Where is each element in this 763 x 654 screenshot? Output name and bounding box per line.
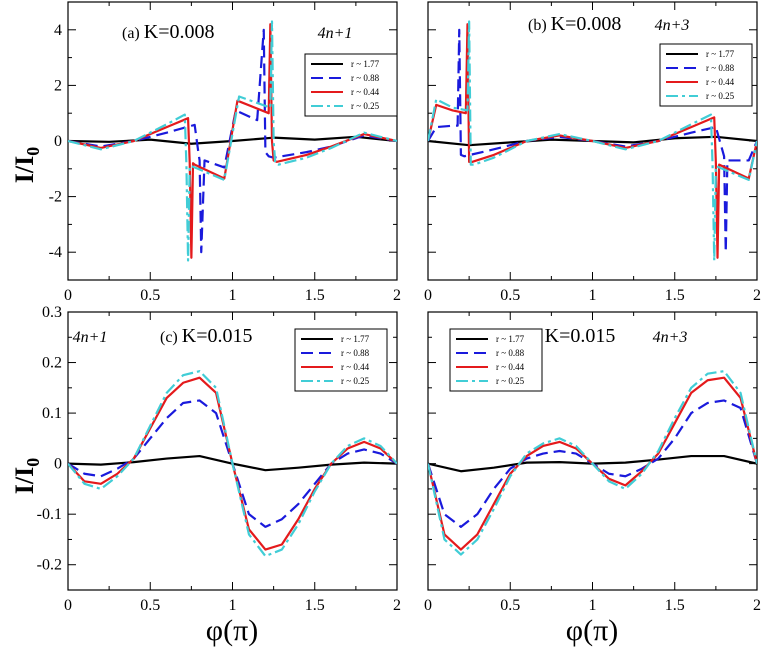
x-tick-label: 0.5 xyxy=(140,597,160,614)
x-tick-label: 2 xyxy=(393,597,401,614)
series-tag: 4n+1 xyxy=(318,25,353,42)
panel-label: (c) K=0.015 xyxy=(160,325,253,347)
legend-label: r ~ 0.88 xyxy=(341,348,370,358)
series-group xyxy=(428,20,757,262)
panel-label: (b) K=0.008 xyxy=(528,13,621,35)
y-tick-label: 0.1 xyxy=(42,405,62,422)
legend: r ~ 1.77 r ~ 0.88 r ~ 0.44 r ~ 0.25 xyxy=(659,43,753,107)
legend: r ~ 1.77 r ~ 0.88 r ~ 0.44 r ~ 0.25 xyxy=(449,328,543,392)
x-axis-title-right: φ(π) xyxy=(566,614,618,647)
y-axis-title-bottom: I/I0 xyxy=(10,458,43,494)
x-tick-label: 1 xyxy=(589,597,597,614)
x-tick-label: 2 xyxy=(753,597,761,614)
x-tick-label: 0 xyxy=(64,597,72,614)
legend-label: r ~ 0.44 xyxy=(706,77,735,87)
legend: r ~ 1.77 r ~ 0.88 r ~ 0.44 r ~ 0.25 xyxy=(304,53,398,117)
x-tick-label: 1.5 xyxy=(305,287,325,304)
legend-label: r ~ 0.25 xyxy=(496,376,525,386)
legend-label: r ~ 1.77 xyxy=(706,49,735,59)
series-tag: 4n+1 xyxy=(73,329,108,346)
y-axis-title-top: I/I0 xyxy=(10,147,43,183)
legend-label: r ~ 1.77 xyxy=(351,59,380,69)
series-tag: 4n+3 xyxy=(653,329,688,346)
x-tick-label: 1.5 xyxy=(665,597,685,614)
y-tick-label: 0 xyxy=(54,133,62,150)
x-tick-label: 0.5 xyxy=(500,597,520,614)
legend: r ~ 1.77 r ~ 0.88 r ~ 0.44 r ~ 0.25 xyxy=(294,328,388,392)
series-tag: 4n+3 xyxy=(655,17,690,34)
panel-label: (a) K=0.008 xyxy=(122,21,215,43)
legend-label: r ~ 0.25 xyxy=(341,376,370,386)
series-line-4 xyxy=(428,20,757,262)
legend-label: r ~ 0.25 xyxy=(351,101,380,111)
legend-label: r ~ 0.44 xyxy=(341,362,370,372)
x-axis-title-left: φ(π) xyxy=(206,614,258,647)
y-tick-label: 0.2 xyxy=(42,355,62,372)
x-tick-label: 0.5 xyxy=(140,287,160,304)
series-line-4 xyxy=(428,370,757,556)
x-tick-label: 1 xyxy=(589,287,597,304)
legend-label: r ~ 0.88 xyxy=(496,348,525,358)
series-line-4 xyxy=(68,20,397,262)
series-group xyxy=(428,370,757,556)
x-tick-label: 0 xyxy=(424,287,432,304)
x-tick-label: 1.5 xyxy=(305,597,325,614)
y-tick-label: -0.2 xyxy=(37,557,62,574)
x-tick-label: 2 xyxy=(753,287,761,304)
legend-label: r ~ 0.44 xyxy=(351,87,380,97)
series-group xyxy=(68,370,397,558)
y-tick-label: 0.3 xyxy=(42,304,62,321)
series-line-1 xyxy=(68,135,397,145)
panel-c: 0 0.5 1 1.5 2 -0.2 -0.1 0 0.1 0.2 0.3 (c) K=0.015 4n… xyxy=(37,304,401,614)
legend-label: r ~ 0.88 xyxy=(351,73,380,83)
panel-b: 0 0.5 1 1.5 2 (b) K=0.008 4n+3 r ~ 1.77 r ~ 0.88… xyxy=(424,1,761,304)
y-tick-label: 0 xyxy=(54,456,62,473)
y-tick-label: -2 xyxy=(49,189,62,206)
y-tick-label: -4 xyxy=(49,244,62,261)
y-tick-label: 4 xyxy=(54,22,62,39)
y-tick-label: -0.1 xyxy=(37,506,62,523)
x-tick-label: 2 xyxy=(393,287,401,304)
legend-label: r ~ 1.77 xyxy=(496,334,525,344)
legend-label: r ~ 0.44 xyxy=(496,362,525,372)
series-line-2 xyxy=(428,28,757,254)
x-tick-label: 1 xyxy=(229,287,237,304)
y-tick-label: 2 xyxy=(54,77,62,94)
x-tick-label: 0.5 xyxy=(500,287,520,304)
legend-label: r ~ 1.77 xyxy=(341,334,370,344)
series-group xyxy=(68,20,397,262)
x-tick-label: 0 xyxy=(424,597,432,614)
x-tick-label: 0 xyxy=(64,287,72,304)
legend-label: r ~ 0.25 xyxy=(706,91,735,101)
x-tick-label: 1.5 xyxy=(665,287,685,304)
series-line-4 xyxy=(68,370,397,558)
legend-label: r ~ 0.88 xyxy=(706,63,735,73)
x-tick-label: 1 xyxy=(229,597,237,614)
